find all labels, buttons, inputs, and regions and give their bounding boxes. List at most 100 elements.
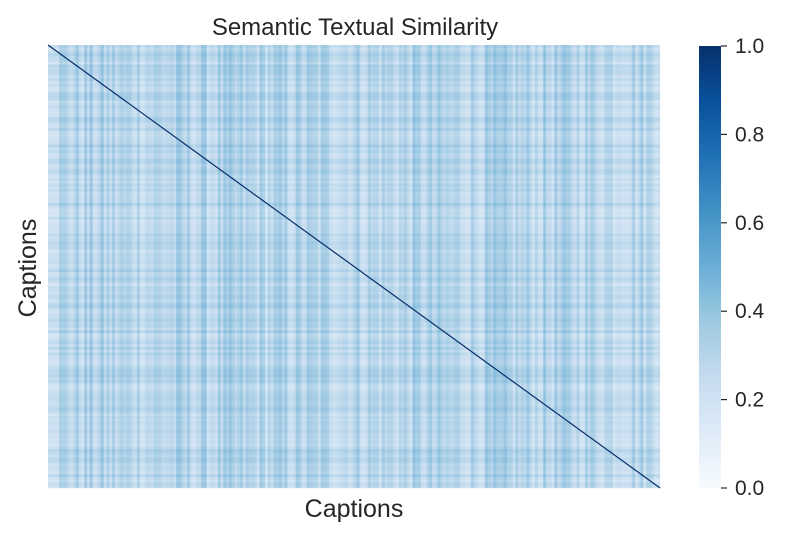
heatmap-column-band: [81, 45, 85, 488]
heatmap-matrix: [47, 44, 661, 489]
heatmap-row-band: [48, 476, 660, 480]
heatmap-column-band: [117, 45, 121, 488]
heatmap-column-band: [634, 45, 639, 488]
heatmap-column-band: [175, 45, 180, 488]
heatmap-column-band: [331, 45, 335, 488]
heatmap-row-band: [48, 61, 660, 65]
heatmap-column-band: [468, 45, 472, 488]
heatmap-column-band: [109, 45, 113, 488]
heatmap-column-band: [643, 45, 647, 488]
heatmap-column-band: [100, 45, 104, 488]
heatmap-column-band: [507, 45, 511, 488]
heatmap-row-band: [48, 391, 660, 395]
heatmap-column-band: [203, 45, 207, 488]
heatmap-column-band: [437, 45, 441, 488]
heatmap-column-band: [278, 45, 282, 488]
heatmap-column-band: [295, 45, 299, 488]
heatmap-column-band: [370, 45, 374, 488]
heatmap-row-band: [48, 152, 660, 157]
heatmap-column-band: [53, 45, 57, 488]
heatmap-row-band: [48, 465, 660, 469]
heatmap-column-band: [501, 45, 505, 488]
heatmap-column-band: [256, 45, 260, 488]
heatmap-column-band: [490, 45, 494, 488]
heatmap-row-band: [48, 197, 660, 201]
heatmap-column-band: [612, 45, 616, 488]
heatmap-row-band: [48, 404, 660, 409]
heatmap-column-band: [164, 45, 168, 488]
heatmap-column-band: [281, 45, 285, 488]
heatmap-column-band: [462, 45, 466, 488]
heatmap-row-band: [48, 421, 660, 425]
heatmap-row-band: [48, 188, 660, 193]
heatmap-column-band: [373, 45, 377, 488]
heatmap-row-band: [48, 128, 660, 132]
heatmap-column-band: [607, 45, 611, 488]
heatmap-row-band: [48, 360, 660, 364]
heatmap-column-band: [270, 45, 274, 488]
heatmap-row-band: [48, 263, 660, 267]
heatmap-column-band: [551, 45, 555, 488]
heatmap-column-band: [470, 45, 474, 488]
heatmap-column-band: [409, 45, 413, 488]
heatmap-row-band: [48, 94, 660, 98]
heatmap-column-band: [582, 45, 586, 488]
heatmap-column-band: [59, 45, 63, 488]
heatmap-column-band: [131, 45, 135, 488]
heatmap-row-band: [48, 53, 660, 57]
heatmap-column-band: [420, 45, 424, 488]
heatmap-column-band: [189, 45, 193, 488]
heatmap-column-band: [70, 45, 74, 488]
heatmap-row-band: [48, 454, 660, 458]
heatmap-row-band: [48, 368, 660, 373]
heatmap-column-band: [276, 45, 280, 488]
heatmap-row-band: [48, 175, 660, 179]
heatmap-row-band: [48, 216, 660, 220]
heatmap-row-band: [48, 200, 660, 204]
heatmap-row-band: [48, 435, 660, 439]
heatmap-row-band: [48, 205, 660, 209]
heatmap-column-band: [312, 45, 316, 488]
heatmap-row-band: [48, 100, 660, 104]
heatmap-column-band: [170, 45, 174, 488]
heatmap-column-band: [548, 45, 552, 488]
heatmap-column-band: [540, 45, 544, 488]
heatmap-column-band: [648, 45, 652, 488]
heatmap-row-band: [48, 58, 660, 62]
heatmap-column-band: [320, 45, 324, 488]
heatmap-row-band: [48, 238, 660, 242]
heatmap-row-band: [48, 424, 660, 428]
heatmap-row-band: [48, 308, 660, 312]
heatmap-row-band: [48, 64, 660, 68]
heatmap-column-band: [298, 45, 302, 488]
heatmap-row-band: [48, 338, 660, 342]
heatmap-column-band: [626, 45, 630, 488]
heatmap-row-band: [48, 116, 660, 121]
heatmap-row-band: [48, 260, 660, 265]
heatmap-row-band: [48, 341, 660, 345]
heatmap-column-band: [328, 45, 333, 488]
heatmap-column-band: [465, 45, 469, 488]
heatmap-column-band: [98, 45, 102, 488]
heatmap-column-band: [242, 45, 246, 488]
heatmap-row-band: [48, 446, 660, 450]
heatmap-column-band: [173, 45, 177, 488]
heatmap-column-band: [137, 45, 141, 488]
heatmap-row-band: [48, 67, 660, 71]
heatmap-column-band: [459, 45, 463, 488]
heatmap-column-band: [212, 45, 216, 488]
heatmap-column-band: [618, 45, 622, 488]
heatmap-row-band: [48, 219, 660, 223]
colorbar-tick-label: 0.6: [735, 212, 764, 235]
heatmap-row-band: [48, 324, 660, 328]
heatmap-row-band: [48, 366, 660, 370]
heatmap-column-band: [128, 45, 132, 488]
heatmap-column-band: [601, 45, 605, 488]
heatmap-row-band: [48, 335, 660, 339]
heatmap-row-band: [48, 139, 660, 143]
heatmap-row-band: [48, 299, 660, 303]
heatmap-row-band: [48, 244, 660, 248]
heatmap-column-band: [148, 45, 152, 488]
heatmap-column-band: [646, 45, 650, 488]
heatmap-row-band: [48, 266, 660, 270]
